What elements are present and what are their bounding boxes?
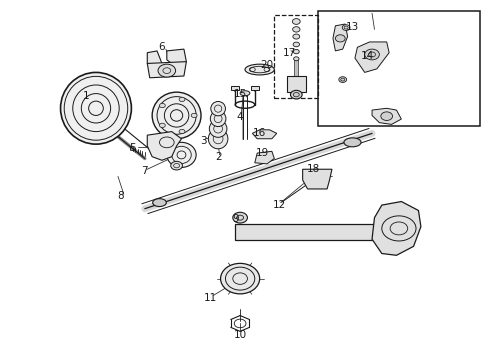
Polygon shape (147, 62, 186, 78)
Text: 15: 15 (234, 89, 247, 99)
Circle shape (171, 161, 182, 170)
Ellipse shape (220, 264, 260, 294)
Circle shape (339, 77, 346, 82)
Bar (235, 224, 377, 240)
Text: 11: 11 (204, 293, 218, 303)
Polygon shape (303, 169, 332, 189)
Polygon shape (167, 49, 186, 69)
Text: 4: 4 (237, 112, 244, 122)
Ellipse shape (209, 120, 227, 137)
Circle shape (158, 64, 175, 77)
Circle shape (293, 27, 300, 32)
Circle shape (179, 97, 185, 102)
Circle shape (365, 49, 379, 60)
Text: 18: 18 (307, 164, 320, 174)
Circle shape (335, 35, 345, 42)
Text: 20: 20 (260, 60, 273, 70)
Ellipse shape (61, 72, 131, 144)
Ellipse shape (211, 102, 225, 116)
Circle shape (342, 25, 350, 31)
Bar (287, 76, 306, 92)
Polygon shape (252, 130, 277, 139)
Polygon shape (147, 132, 181, 160)
Text: 7: 7 (142, 166, 148, 176)
Circle shape (291, 90, 302, 99)
Circle shape (159, 123, 165, 127)
Ellipse shape (245, 64, 274, 75)
Text: 5: 5 (129, 143, 136, 153)
Text: 19: 19 (255, 148, 269, 158)
Circle shape (293, 19, 300, 24)
Text: 16: 16 (253, 129, 266, 138)
Circle shape (179, 129, 185, 134)
Circle shape (293, 42, 299, 47)
Text: 9: 9 (232, 215, 239, 224)
Polygon shape (147, 51, 162, 71)
Text: 13: 13 (346, 22, 359, 32)
Ellipse shape (167, 142, 196, 167)
Polygon shape (333, 24, 347, 51)
Circle shape (233, 212, 247, 223)
Ellipse shape (152, 92, 201, 139)
Circle shape (293, 34, 300, 39)
Bar (251, 86, 259, 90)
Ellipse shape (344, 138, 361, 147)
Polygon shape (372, 202, 421, 255)
Text: 14: 14 (361, 51, 374, 61)
Text: 3: 3 (200, 136, 207, 145)
Bar (274, 15, 318, 98)
Circle shape (294, 49, 299, 54)
Circle shape (159, 103, 165, 108)
Polygon shape (255, 151, 274, 164)
Ellipse shape (208, 129, 228, 149)
Text: 17: 17 (282, 48, 295, 58)
Ellipse shape (210, 111, 226, 127)
Text: 6: 6 (159, 42, 165, 52)
Text: 10: 10 (234, 330, 246, 340)
Circle shape (191, 113, 197, 118)
Text: 8: 8 (117, 191, 123, 201)
Ellipse shape (240, 91, 250, 96)
Text: 2: 2 (215, 152, 221, 162)
Polygon shape (355, 42, 389, 72)
Circle shape (381, 112, 392, 121)
Bar (231, 86, 239, 90)
Circle shape (294, 57, 299, 61)
Text: 12: 12 (272, 200, 286, 210)
Bar (318, 12, 480, 126)
Ellipse shape (153, 199, 166, 207)
Text: 1: 1 (83, 91, 90, 101)
Polygon shape (372, 108, 401, 125)
